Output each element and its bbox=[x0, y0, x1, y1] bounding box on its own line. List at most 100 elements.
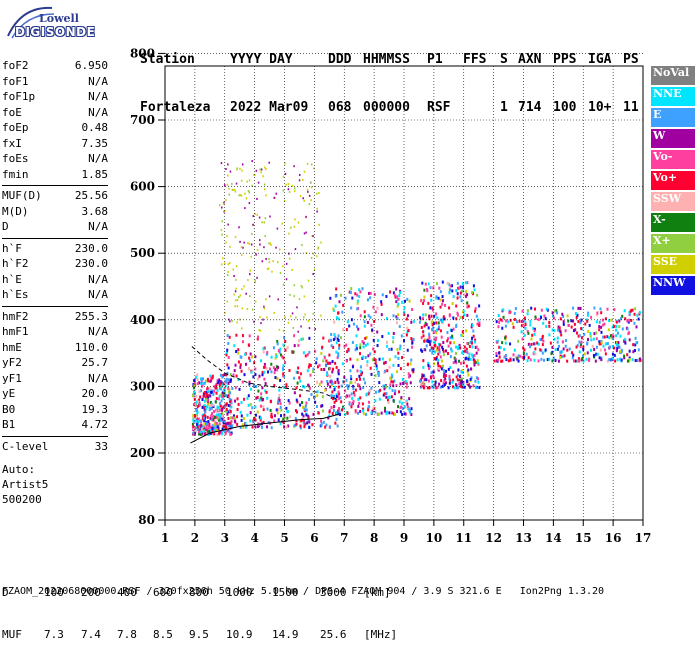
echo-point bbox=[349, 369, 352, 373]
echo-point bbox=[299, 403, 302, 407]
echo-point bbox=[288, 252, 290, 255]
echo-point bbox=[199, 419, 202, 423]
echo-point bbox=[572, 319, 575, 323]
echo-point bbox=[423, 386, 426, 390]
echo-point bbox=[316, 380, 319, 384]
echo-point bbox=[378, 381, 381, 385]
echo-point bbox=[441, 384, 444, 388]
echo-point bbox=[476, 359, 479, 363]
echo-point bbox=[615, 334, 618, 338]
echo-point bbox=[402, 407, 405, 411]
echo-point bbox=[254, 372, 257, 376]
echo-point bbox=[204, 422, 207, 426]
echo-point bbox=[240, 179, 243, 182]
echo-point bbox=[289, 293, 291, 296]
echo-point bbox=[579, 342, 582, 346]
legend-entry-noval: NoVal bbox=[651, 66, 695, 85]
echo-point bbox=[309, 373, 312, 377]
echo-point bbox=[204, 406, 207, 410]
echo-point bbox=[291, 268, 293, 271]
echo-point bbox=[537, 359, 540, 363]
echo-point bbox=[461, 381, 464, 385]
echo-point bbox=[532, 326, 535, 330]
param-separator bbox=[2, 237, 108, 239]
echo-point bbox=[561, 355, 564, 359]
echo-point bbox=[348, 394, 351, 398]
echo-point bbox=[445, 349, 448, 353]
echo-point bbox=[440, 335, 443, 339]
echo-point bbox=[330, 395, 333, 399]
echo-point bbox=[207, 395, 210, 399]
echo-point bbox=[193, 390, 196, 394]
echo-point bbox=[261, 221, 263, 224]
echo-point bbox=[206, 423, 209, 427]
echo-point bbox=[603, 322, 606, 326]
echo-point bbox=[330, 394, 333, 398]
echo-point bbox=[411, 345, 414, 349]
echo-point bbox=[333, 394, 336, 398]
echo-point bbox=[233, 274, 235, 277]
echo-point bbox=[352, 387, 355, 391]
echo-point bbox=[285, 262, 288, 265]
echo-point bbox=[454, 357, 457, 361]
echo-point bbox=[525, 352, 528, 356]
echo-point bbox=[593, 347, 596, 351]
echo-point bbox=[224, 394, 227, 398]
echo-point bbox=[394, 389, 397, 393]
echo-point bbox=[332, 408, 335, 412]
distance-row: D 100 200 400 600 800 1000 1500 3000 [km] bbox=[2, 586, 602, 600]
echo-point bbox=[275, 246, 277, 249]
echo-point bbox=[262, 318, 264, 321]
echo-point bbox=[537, 318, 540, 322]
echo-point bbox=[223, 391, 226, 395]
echo-point bbox=[502, 315, 505, 319]
echo-point bbox=[592, 337, 595, 341]
echo-point bbox=[618, 325, 621, 329]
echo-point bbox=[385, 392, 388, 396]
echo-point bbox=[250, 255, 252, 258]
y-axis-ticks: 80200300400500600700800900 bbox=[130, 46, 165, 527]
echo-point bbox=[369, 291, 372, 295]
echo-point bbox=[529, 323, 532, 327]
echo-point bbox=[347, 347, 350, 351]
echo-point bbox=[433, 314, 436, 318]
echo-point bbox=[620, 358, 623, 362]
echo-point bbox=[218, 401, 221, 405]
echo-point bbox=[374, 361, 377, 365]
echo-point bbox=[300, 337, 303, 341]
echo-point bbox=[361, 402, 364, 406]
echo-point bbox=[634, 359, 637, 363]
echo-point bbox=[559, 355, 562, 359]
echo-point bbox=[552, 316, 555, 320]
echo-point bbox=[408, 397, 411, 401]
echo-point bbox=[553, 337, 556, 341]
echo-point bbox=[406, 330, 409, 334]
hdr-value-3: 000000 bbox=[363, 100, 410, 115]
echo-point bbox=[548, 324, 551, 328]
y-tick-label: 800 bbox=[130, 46, 155, 60]
param-row: fxI 7.35 bbox=[2, 136, 108, 152]
echo-point bbox=[308, 363, 311, 367]
echo-point bbox=[473, 359, 476, 363]
echo-point bbox=[555, 309, 558, 313]
echo-point bbox=[279, 347, 282, 351]
param-value: N/A bbox=[88, 90, 108, 103]
echo-point bbox=[626, 327, 629, 331]
echo-point bbox=[223, 405, 226, 409]
echo-point bbox=[273, 311, 275, 314]
echo-point bbox=[303, 425, 306, 429]
echo-point bbox=[422, 334, 425, 338]
echo-point bbox=[263, 305, 265, 308]
echo-point bbox=[330, 344, 333, 348]
echo-point bbox=[430, 371, 433, 375]
param-value: 0.48 bbox=[81, 121, 109, 134]
echo-point bbox=[469, 377, 472, 381]
echo-point bbox=[355, 344, 358, 348]
echo-point bbox=[397, 351, 400, 355]
echo-point bbox=[286, 416, 289, 420]
echo-point bbox=[393, 293, 396, 297]
echo-point bbox=[238, 318, 241, 321]
echo-point bbox=[227, 417, 230, 421]
echo-point bbox=[477, 377, 480, 381]
echo-point bbox=[427, 379, 430, 383]
